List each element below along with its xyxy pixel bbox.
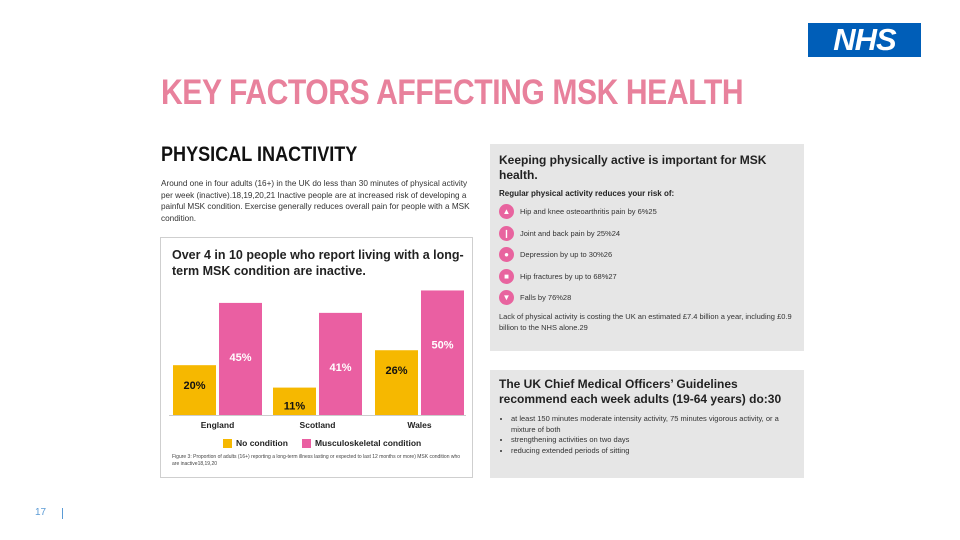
category-label-scotland: Scotland	[300, 420, 336, 430]
bar-msk-condition-england	[219, 302, 262, 415]
data-label-no-condition-england: 20%	[183, 380, 205, 392]
data-label-no-condition-scotland: 11%	[284, 401, 306, 413]
bar-msk-condition-scotland	[319, 312, 362, 415]
data-label-msk-condition-scotland: 41%	[329, 362, 351, 374]
depression-icon: ●	[499, 247, 514, 263]
cost-footnote: Lack of physical activity is costing the…	[499, 311, 792, 332]
bar-no-condition-england	[173, 365, 216, 415]
guideline-item: at least 150 minutes moderate intensity …	[511, 414, 795, 435]
bar-msk-condition-wales	[421, 290, 464, 415]
chart-panel: Over 4 in 10 people who report living wi…	[160, 237, 473, 478]
data-label-msk-condition-wales: 50%	[431, 339, 453, 351]
page-number: 17	[35, 507, 47, 518]
legend-item-msk-condition: Musculoskeletal condition	[301, 438, 422, 448]
bar-no-condition-scotland	[273, 387, 316, 415]
risk-item: ▼ Falls by 76%28	[499, 287, 795, 309]
risk-item: ● Depression by up to 30%26	[499, 244, 795, 266]
data-label-msk-condition-england: 45%	[229, 352, 251, 364]
guidelines-heading: The UK Chief Medical Officers’ Guideline…	[499, 377, 782, 406]
risk-item: ■ Hip fractures by up to 68%27	[499, 266, 795, 288]
legend-label-msk-condition: Musculoskeletal condition	[314, 438, 422, 448]
legend-swatch-msk-condition	[301, 438, 311, 448]
guideline-item: reducing extended periods of sitting	[511, 446, 795, 457]
benefits-subheading: Regular physical activity reduces your r…	[499, 189, 675, 198]
page-title: KEY FACTORS AFFECTING MSK HEALTH	[161, 73, 744, 112]
category-label-wales: Wales	[407, 420, 432, 430]
page-divider	[62, 508, 63, 519]
guideline-item: strengthening activities on two days	[511, 435, 795, 446]
hip-fracture-icon: ■	[499, 268, 514, 284]
falls-icon: ▼	[499, 290, 514, 306]
risk-item-text: Joint and back pain by 25%24	[520, 228, 621, 238]
category-label-england: England	[201, 420, 235, 430]
guidelines-list: at least 150 minutes moderate intensity …	[499, 414, 795, 456]
nhs-logo-text: NHS	[833, 22, 896, 57]
legend-swatch-no-condition	[223, 438, 232, 448]
benefits-box: Keeping physically active is important f…	[490, 144, 804, 351]
chart-caption: Figure 3: Proportion of adults (16+) rep…	[172, 454, 461, 467]
bar-no-condition-wales	[375, 350, 418, 415]
data-label-no-condition-wales: 26%	[385, 365, 407, 377]
risk-item: ❙ Joint and back pain by 25%24	[499, 223, 795, 245]
benefits-heading: Keeping physically active is important f…	[499, 153, 767, 182]
risk-item-text: Hip and knee osteoarthritis pain by 6%25	[520, 207, 657, 217]
bar-chart: 20% 45% England 11% 41% Scotland 26% 50% Wales	[169, 290, 466, 430]
nhs-logo: NHS	[808, 22, 921, 57]
chart-legend: No condition Musculoskeletal condition	[223, 438, 421, 448]
joint-back-icon: ❙	[499, 225, 514, 241]
legend-item-no-condition: No condition	[223, 438, 288, 448]
risk-item: ▲ Hip and knee osteoarthritis pain by 6%…	[499, 201, 795, 223]
risk-item-text: Falls by 76%28	[520, 293, 572, 303]
intro-paragraph: Around one in four adults (16+) in the U…	[161, 179, 470, 223]
risk-item-text: Depression by up to 30%26	[520, 250, 613, 260]
chart-title: Over 4 in 10 people who report living wi…	[172, 248, 464, 278]
hip-knee-icon: ▲	[499, 204, 514, 220]
section-heading: PHYSICAL INACTIVITY	[161, 143, 358, 166]
risk-item-text: Hip fractures by up to 68%27	[520, 271, 617, 281]
guidelines-box: The UK Chief Medical Officers’ Guideline…	[490, 370, 804, 478]
legend-label-no-condition: No condition	[236, 438, 288, 448]
